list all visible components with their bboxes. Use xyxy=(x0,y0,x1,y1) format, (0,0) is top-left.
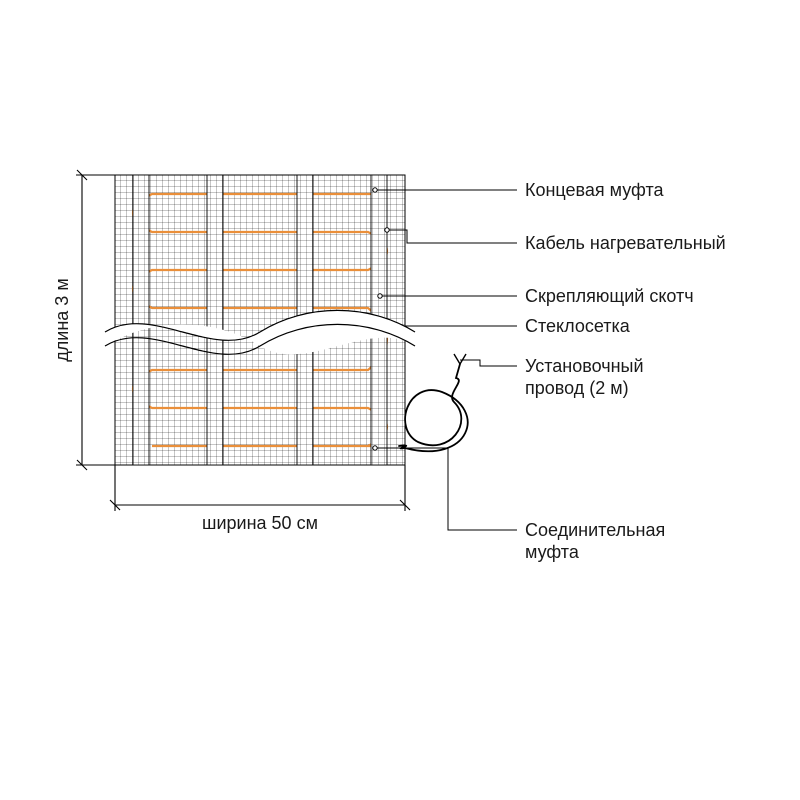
callout-tape: Скрепляющий скотч xyxy=(378,286,694,306)
power-wire xyxy=(399,364,468,451)
dimension-width: ширина 50 см xyxy=(110,465,410,533)
callout-power_wire-label: Установочныйпровод (2 м) xyxy=(525,356,644,398)
heating-mat xyxy=(105,175,415,465)
callout-power_wire: Установочныйпровод (2 м) xyxy=(460,356,644,398)
callout-tape-label: Скрепляющий скотч xyxy=(525,286,694,306)
callout-end_sleeve-label: Концевая муфта xyxy=(525,180,665,200)
callout-heating_cable-label: Кабель нагревательный xyxy=(525,233,726,253)
dimension-length: длина 3 м xyxy=(52,170,115,470)
callout-conn_sleeve-label: Соединительнаямуфта xyxy=(525,520,665,562)
dimension-length-label: длина 3 м xyxy=(52,278,72,361)
callout-mesh-label: Стеклосетка xyxy=(525,316,631,336)
callout-mesh: Стеклосетка xyxy=(405,316,631,336)
tape-strip xyxy=(133,175,149,465)
power-wire-tips-icon xyxy=(454,354,466,364)
tape-strip xyxy=(207,175,223,465)
callout-end_sleeve: Концевая муфта xyxy=(373,180,665,200)
callout-heating_cable: Кабель нагревательный xyxy=(385,228,726,253)
dimension-width-label: ширина 50 см xyxy=(202,513,318,533)
callout-conn_sleeve: Соединительнаямуфта xyxy=(373,446,665,562)
